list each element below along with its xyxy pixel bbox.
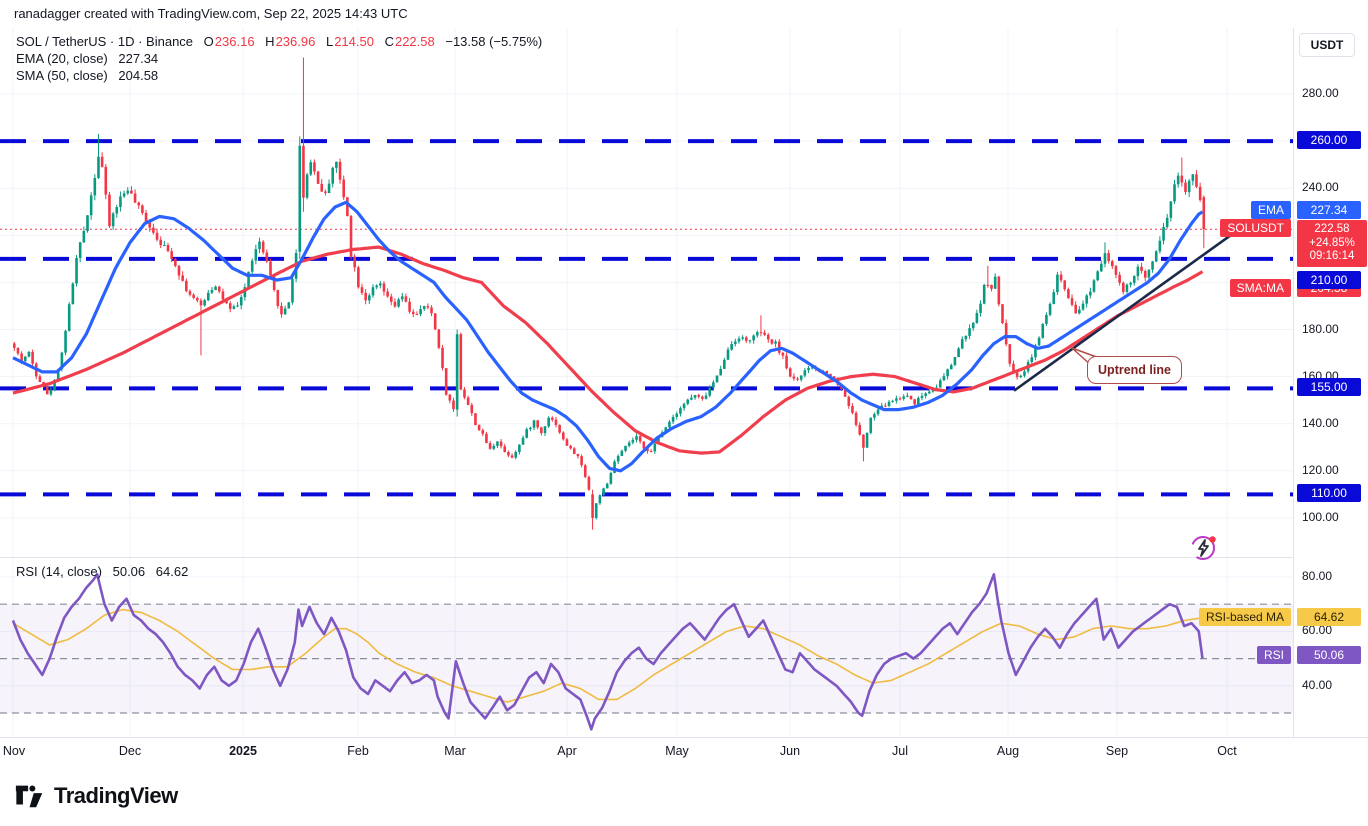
- change-value: −13.58 (−5.75%): [445, 34, 543, 49]
- symbol-legend-row: SOL / TetherUS · 1D · Binance O236.16 H2…: [16, 34, 543, 49]
- time-axis-label: Jun: [779, 744, 801, 758]
- time-axis-label: Nov: [2, 744, 26, 758]
- price-chart-svg[interactable]: [0, 28, 1293, 737]
- level-badge: 110.00: [1297, 484, 1361, 503]
- symbol-title: SOL / TetherUS · 1D · Binance: [16, 34, 194, 49]
- symbol-axis-chip: SOLUSDT: [1220, 219, 1291, 237]
- price-axis-tick: 100.00: [1302, 509, 1339, 524]
- attribution-text: ranadagger created with TradingView.com,…: [14, 6, 408, 21]
- time-axis-label: Oct: [1217, 744, 1237, 758]
- time-axis-label: Jul: [892, 744, 908, 758]
- main-legend: SOL / TetherUS · 1D · Binance O236.16 H2…: [16, 33, 542, 84]
- time-axis[interactable]: Nov Dec 2025 Feb Mar Apr May Jun Jul Aug Sep Oct: [0, 737, 1368, 767]
- tradingview-logo-icon: [15, 785, 43, 808]
- rsi-axis-tick: 40.00: [1302, 677, 1333, 692]
- lightning-bolt-icon: [1198, 539, 1209, 557]
- footer: TradingView: [0, 765, 1368, 826]
- rsi-legend: RSI (14, close) 50.06 64.62: [16, 564, 189, 579]
- rsi-axis-chip: RSI: [1256, 646, 1291, 664]
- uptrend-line[interactable]: [1013, 222, 1248, 392]
- last-price-badge: 222.58 +24.85% 09:16:14: [1297, 220, 1367, 267]
- ema-axis-chip: EMA: [1250, 201, 1291, 219]
- sma-axis-chip: SMA:MA: [1229, 279, 1291, 297]
- time-axis-label: May: [665, 744, 689, 758]
- flash-circle: [1191, 536, 1215, 560]
- time-axis-label: Mar: [444, 744, 466, 758]
- sma-legend-row: SMA (50, close) 204.58: [16, 68, 159, 83]
- attribution-bar: ranadagger created with TradingView.com,…: [0, 0, 1368, 28]
- rsi-ma-axis-chip: RSI-based MA: [1198, 608, 1291, 626]
- time-axis-label: Dec: [118, 744, 142, 758]
- time-axis-label: Feb: [347, 744, 369, 758]
- time-axis-label: 2025: [229, 744, 257, 758]
- rsi-axis-tick: 80.00: [1302, 569, 1333, 583]
- ema-value-badge: 227.34: [1297, 201, 1361, 219]
- level-badge: 260.00: [1297, 131, 1361, 150]
- rsi-ma-value-badge: 64.62: [1297, 608, 1361, 626]
- uptrend-callout[interactable]: Uptrend line: [1087, 356, 1182, 384]
- tradingview-logo[interactable]: TradingView: [14, 781, 178, 811]
- time-axis-label: Sep: [1105, 744, 1129, 758]
- level-badge: 155.00: [1297, 378, 1361, 397]
- pane-separator[interactable]: [0, 557, 1368, 558]
- candles: [13, 57, 1206, 530]
- brand-name: TradingView: [54, 783, 178, 808]
- flash-icon[interactable]: [1188, 531, 1220, 568]
- ema-legend-row: EMA (20, close) 227.34: [16, 51, 159, 66]
- price-axis-tick: 280.00: [1302, 86, 1339, 100]
- price-axis-tick: 140.00: [1302, 415, 1339, 430]
- currency-button[interactable]: USDT: [1299, 33, 1355, 57]
- time-axis-label: Aug: [996, 744, 1020, 758]
- rsi-axis-tick: 60.00: [1302, 623, 1333, 638]
- time-axis-label: Apr: [557, 744, 577, 758]
- price-axis[interactable]: USDT 227.34 222.58 +24.85% 09:16:14 204.…: [1293, 28, 1368, 765]
- price-axis-tick: 120.00: [1302, 462, 1339, 477]
- level-badge: 210.00: [1297, 271, 1361, 289]
- price-axis-tick: 180.00: [1302, 321, 1339, 336]
- rsi-value-badge: 50.06: [1297, 646, 1361, 664]
- notification-dot: [1209, 536, 1216, 543]
- price-axis-tick: 240.00: [1302, 180, 1339, 195]
